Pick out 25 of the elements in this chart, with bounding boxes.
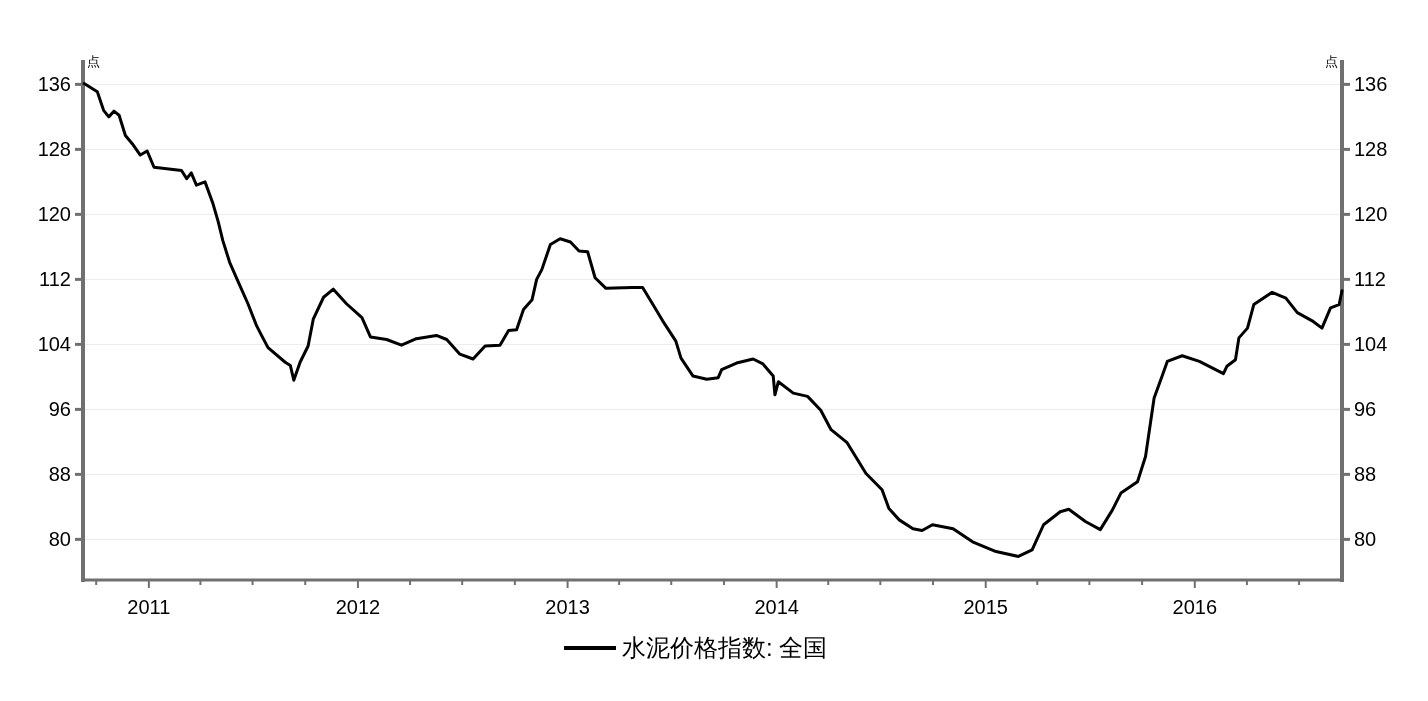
y2tick: 96 — [1354, 398, 1377, 421]
ytick: 136 — [37, 73, 71, 96]
y2tick: 88 — [1354, 463, 1377, 486]
xtick: 2011 — [127, 596, 171, 618]
xtick: 2012 — [335, 596, 381, 618]
legend: 水泥价格指数: 全国 — [622, 634, 828, 661]
ytick: 80 — [48, 528, 71, 551]
ytick: 88 — [48, 463, 71, 486]
y2tick: 104 — [1354, 333, 1388, 356]
y2tick: 80 — [1354, 528, 1377, 551]
ytick: 96 — [48, 398, 71, 421]
xtick: 2013 — [545, 596, 590, 618]
y2tick: 112 — [1354, 268, 1386, 291]
ylabel: 点 — [87, 54, 100, 69]
xtick: 2014 — [754, 596, 799, 618]
xtick: 2015 — [963, 596, 1008, 618]
y2tick: 120 — [1354, 203, 1388, 226]
y2label: 点 — [1325, 54, 1338, 69]
ytick: 128 — [37, 138, 71, 161]
y2tick: 136 — [1354, 73, 1388, 96]
xtick: 2016 — [1172, 596, 1218, 618]
ytick: 120 — [37, 203, 71, 226]
ytick: 112 — [39, 268, 71, 291]
y2tick: 128 — [1354, 138, 1388, 161]
ytick: 104 — [37, 333, 71, 356]
